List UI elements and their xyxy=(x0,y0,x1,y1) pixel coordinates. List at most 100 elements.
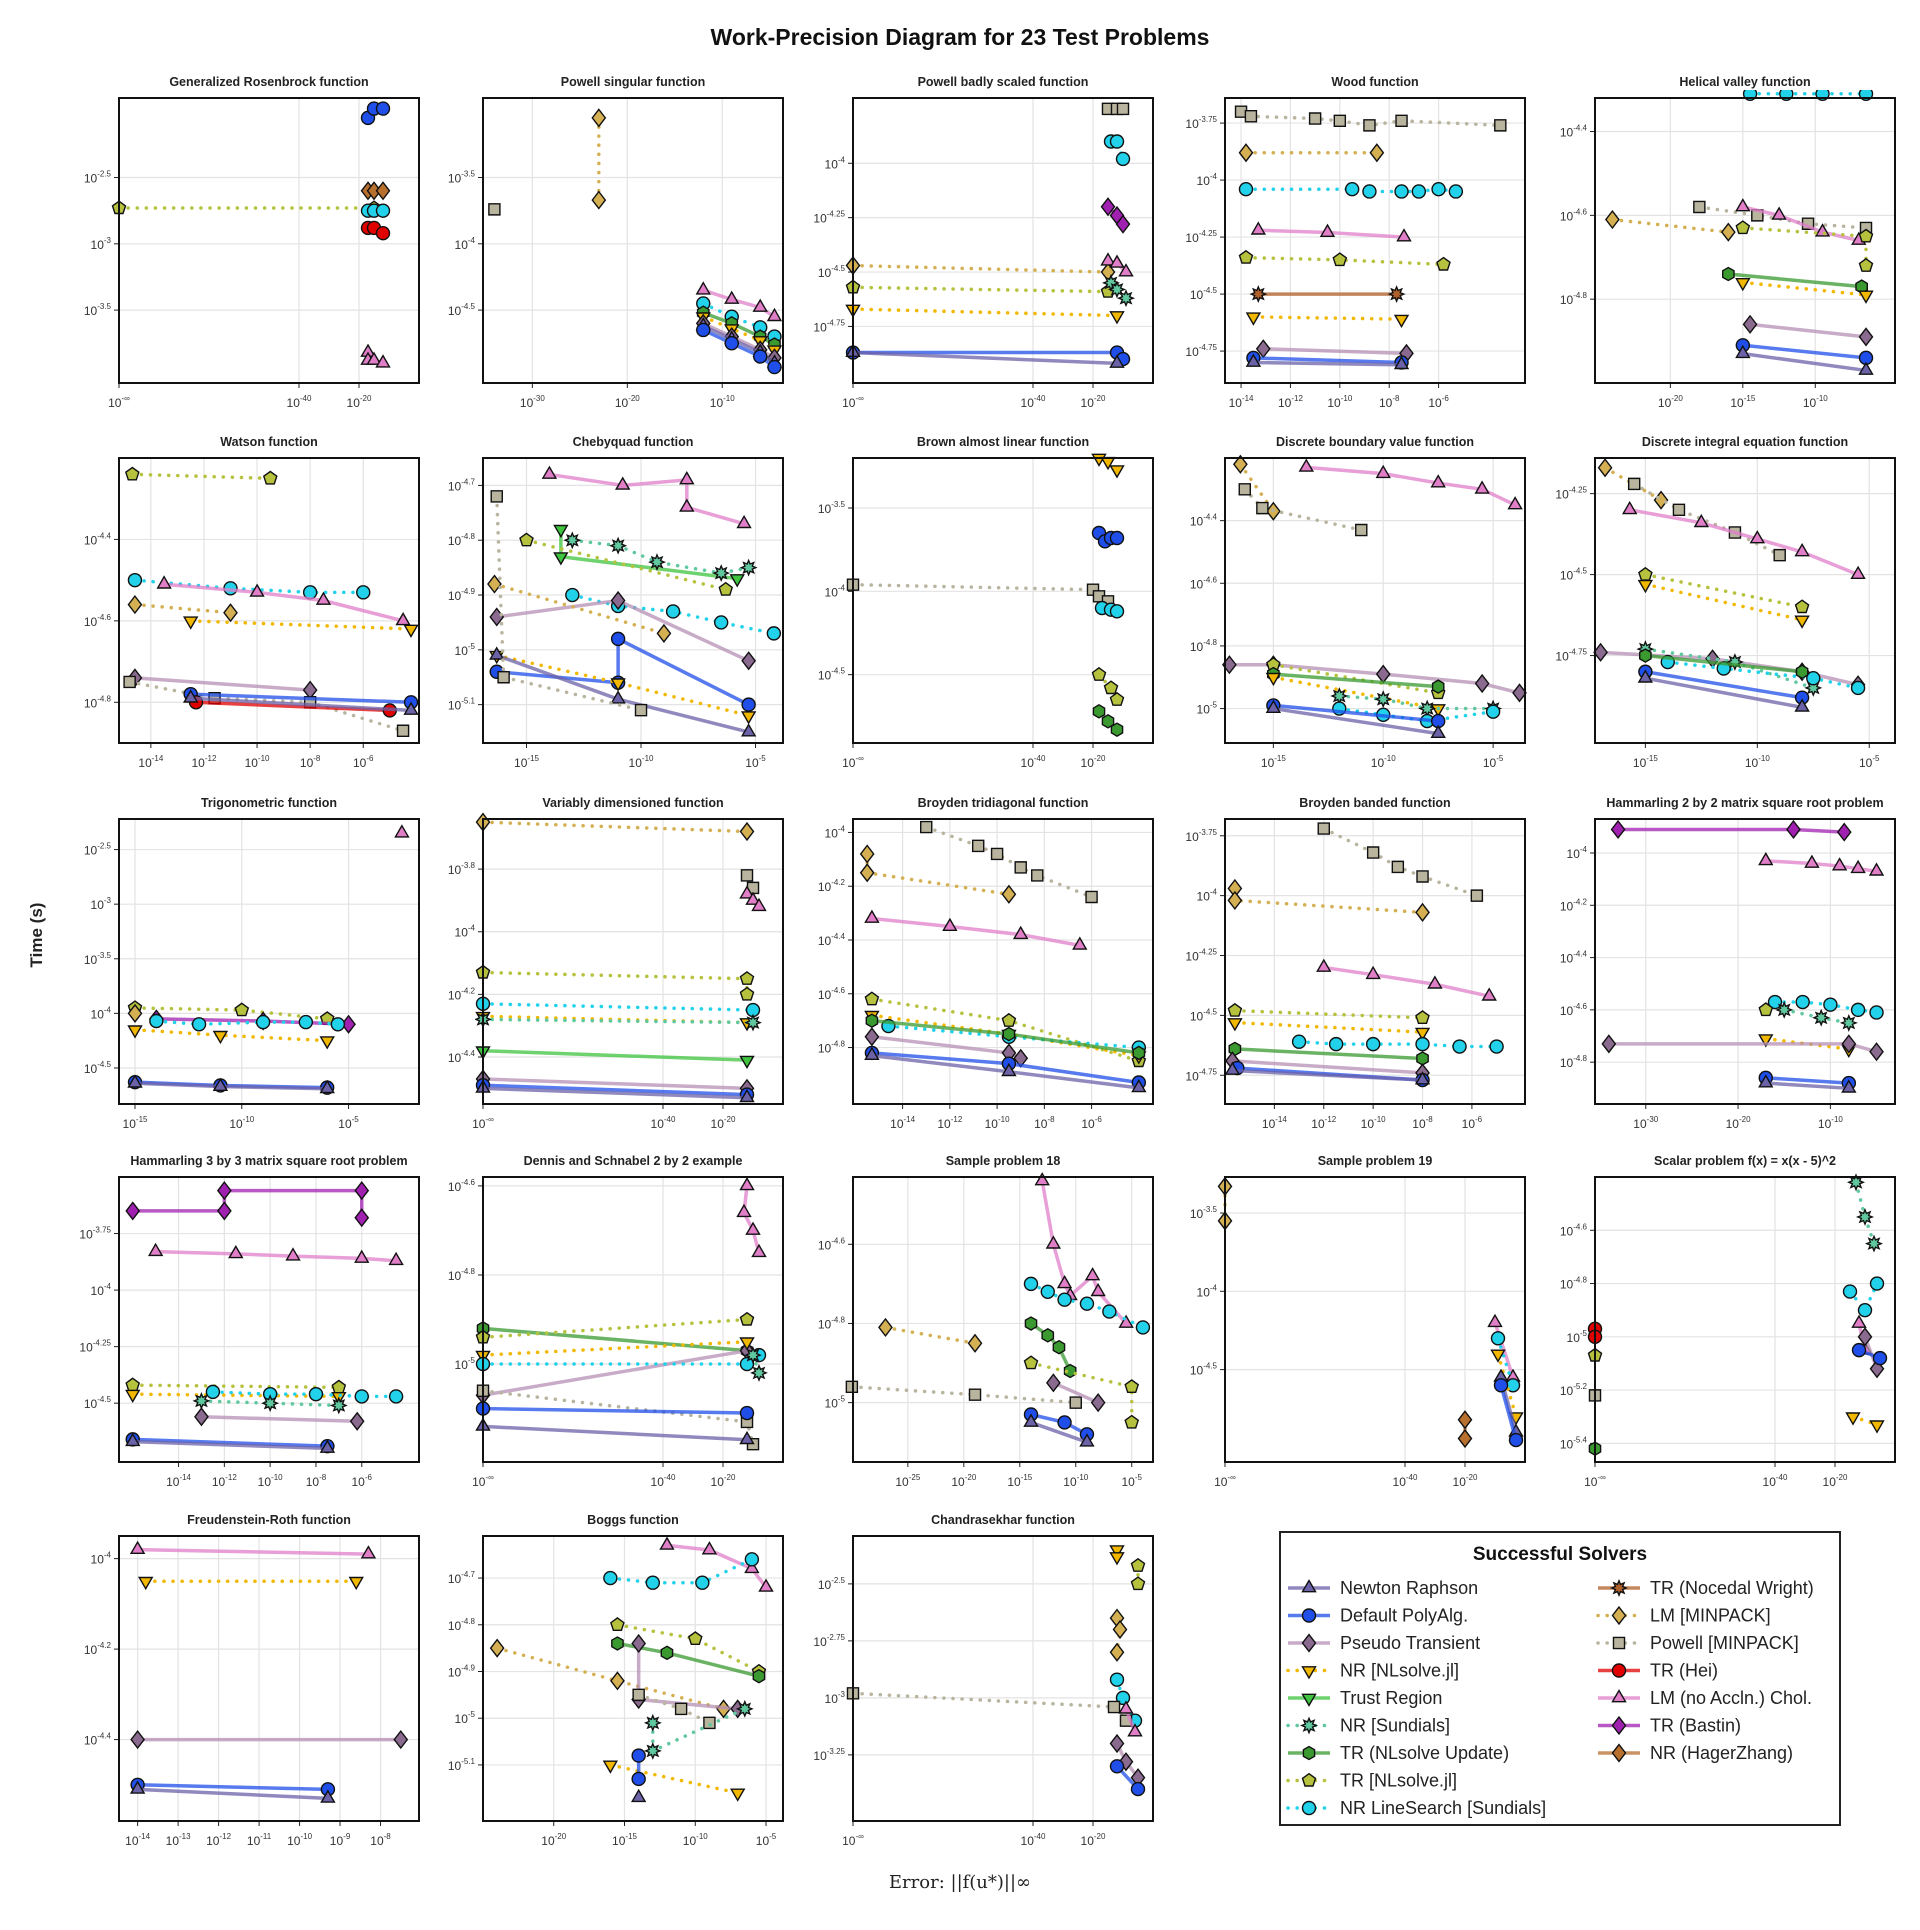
data-point-nr-sundials xyxy=(563,531,582,550)
data-point-nr-linesearch-sundials xyxy=(1362,184,1377,199)
data-point-lm-no-accln-chol xyxy=(394,824,410,838)
data-point-powell-minpack xyxy=(1391,860,1405,874)
series-line-default-polyalg xyxy=(190,692,412,705)
subplot-3: Powell badly scaled function 10-∞ 10-40 10-… xyxy=(813,75,1154,410)
series-line-lm-minpack xyxy=(492,582,666,636)
data-point-tr-nlsolve-jl xyxy=(1124,1414,1140,1429)
series-line-lm-no-accln-chol xyxy=(742,1185,761,1254)
data-point-nr-nlsolve-jl xyxy=(1265,672,1282,687)
legend-entry: NR LineSearch [Sundials] xyxy=(1286,1798,1546,1818)
data-point-lm-no-accln-chol xyxy=(1507,496,1523,510)
data-point-pseudo-transient xyxy=(610,590,626,611)
plot-frame xyxy=(852,97,1154,384)
x-tick-label: 10-25 xyxy=(895,1473,920,1489)
data-point-lm-no-accln-chol xyxy=(1127,1723,1143,1737)
plot-frame xyxy=(118,1176,420,1463)
data-point-tr-nlsolve-update xyxy=(1063,1363,1077,1379)
x-tick-label: 10-20 xyxy=(1081,394,1106,410)
series-group xyxy=(125,1180,404,1454)
x-tick-label: 10-40 xyxy=(651,1115,676,1131)
data-point-lm-no-accln-chol xyxy=(1316,958,1332,972)
y-tick-label: 10-4.8 xyxy=(1560,1054,1588,1070)
data-point-lm-no-accln-chol xyxy=(1850,565,1866,579)
data-point-newton-raphson xyxy=(129,1780,146,1794)
series-line-nr-sundials xyxy=(751,1353,761,1375)
data-point-pseudo-transient xyxy=(302,680,318,700)
x-tick-label: 10-20 xyxy=(711,1115,736,1131)
data-point-powell-minpack xyxy=(1333,114,1347,128)
legend-label: TR (Bastin) xyxy=(1650,1716,1741,1736)
subplot-1: Generalized Rosenbrock function 10-∞ 10-40… xyxy=(84,75,420,410)
data-point-default-polyalg xyxy=(767,359,782,375)
data-point-tr-nlsolve-update xyxy=(752,1668,766,1684)
data-point-nr-linesearch-sundials xyxy=(739,1356,755,1372)
x-tick-label: 10-13 xyxy=(166,1832,191,1848)
data-point-trust-region xyxy=(739,1055,755,1069)
data-point-nr-sundials xyxy=(1116,289,1136,308)
x-tick-label: 10-6 xyxy=(352,1473,373,1489)
x-tick-label: 10-20 xyxy=(951,1473,976,1489)
x-tick-label: 10-5 xyxy=(338,1115,359,1131)
data-point-lm-no-accln-chol xyxy=(736,1203,752,1218)
data-point-lm-no-accln-chol xyxy=(751,1243,767,1258)
data-point-lm-no-accln-chol xyxy=(744,1559,760,1574)
series-line-tr-nlsolve-jl xyxy=(1741,226,1868,268)
series-line-newton-raphson xyxy=(482,1424,748,1442)
series-line-newton-raphson xyxy=(1273,706,1439,736)
data-point-tr-nlsolve-jl xyxy=(1001,1012,1017,1027)
data-point-powell-minpack xyxy=(971,839,985,853)
series-line-newton-raphson xyxy=(1765,1081,1849,1091)
data-point-nr-linesearch-sundials xyxy=(1102,1304,1117,1319)
data-point-tr-nlsolve-jl xyxy=(331,1379,347,1394)
series-line-lm-no-accln-chol xyxy=(1629,508,1859,577)
x-tick-label: 10-14 xyxy=(138,754,163,770)
data-point-nr-sundials xyxy=(329,1396,348,1415)
data-point-lm-no-accln-chol xyxy=(1072,936,1088,950)
x-tick-label: 10-14 xyxy=(125,1832,150,1848)
series-line-default-polyalg xyxy=(496,636,750,707)
data-point-tr-nlsolve-update xyxy=(1431,679,1445,694)
series-line-nr-sundials xyxy=(651,1707,747,1754)
data-point-lm-no-accln-chol xyxy=(1481,987,1497,1001)
x-tick-label: 10-8 xyxy=(1412,1115,1433,1131)
subplot-title: Powell badly scaled function xyxy=(918,75,1089,89)
data-point-nr-linesearch-sundials xyxy=(1850,680,1866,696)
legend-entry: TR (Bastin) xyxy=(1598,1716,1741,1736)
data-point-powell-minpack xyxy=(634,703,648,717)
y-tick-label: 10-4 xyxy=(91,1551,112,1567)
series-line-lm-no-accln-chol xyxy=(137,1547,369,1556)
legend-label: LM (no Accln.) Chol. xyxy=(1650,1688,1812,1708)
series-group xyxy=(475,1177,768,1451)
data-point-powell-minpack xyxy=(845,1380,859,1394)
legend-label: TR (Hei) xyxy=(1650,1661,1718,1681)
data-point-nr-linesearch-sundials xyxy=(1490,1331,1506,1346)
data-point-tr-nlsolve-update xyxy=(1416,1051,1429,1066)
legend-label: Newton Raphson xyxy=(1340,1578,1478,1598)
data-point-tr-nlsolve-jl xyxy=(1130,1557,1146,1572)
x-tick-label: 10-14 xyxy=(166,1473,191,1489)
data-point-lm-minpack xyxy=(739,821,755,842)
data-point-lm-minpack xyxy=(1238,143,1254,163)
data-point-lm-no-accln-chol xyxy=(752,298,768,312)
y-tick-label: 10-4.8 xyxy=(1560,1276,1588,1292)
data-point-lm-no-accln-chol xyxy=(1850,859,1866,874)
data-point-pseudo-transient xyxy=(1045,1373,1061,1393)
data-point-newton-raphson xyxy=(319,1079,335,1094)
data-point-nr-linesearch-sundials xyxy=(1842,1284,1858,1299)
y-tick-label: 10-3.8 xyxy=(448,861,476,877)
data-point-tr-bastin xyxy=(216,1201,232,1221)
series-line-nr-nlsolve-jl xyxy=(481,1014,749,1025)
y-tick-label: 10-2.75 xyxy=(813,1633,845,1649)
legend-label: TR [NLsolve.jl] xyxy=(1340,1771,1457,1791)
plot-frame xyxy=(118,97,420,384)
data-point-nr-linesearch-sundials xyxy=(1795,994,1810,1010)
subplot-title: Watson function xyxy=(220,435,317,449)
data-point-lm-minpack xyxy=(1369,143,1385,163)
data-point-nr-linesearch-sundials xyxy=(1109,1672,1125,1687)
x-tick-label: 10-14 xyxy=(1262,1115,1287,1131)
data-point-lm-minpack xyxy=(1112,1619,1128,1640)
series-line-pseudo-transient xyxy=(134,676,311,692)
data-point-nr-linesearch-sundials xyxy=(1411,184,1427,199)
series-line-newton-raphson xyxy=(190,696,412,713)
y-tick-label: 10-4.5 xyxy=(1190,1007,1218,1023)
